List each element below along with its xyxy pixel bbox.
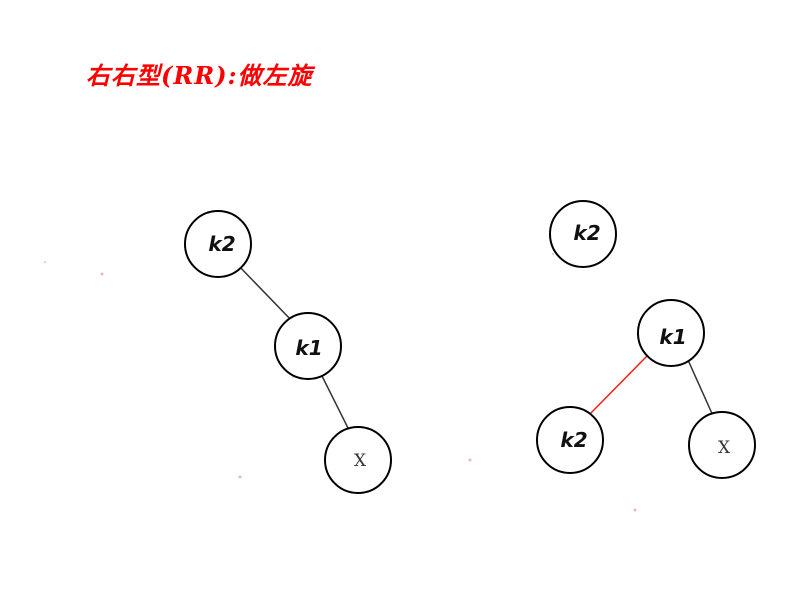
after-node-x: X [688, 411, 756, 479]
diagram-title: 右右型(RR):做左旋 [86, 61, 313, 90]
before-edge-k1-x [319, 371, 351, 433]
before-node-x-label: X [354, 451, 367, 471]
before-node-x: X [324, 426, 392, 494]
before-tree: k2 k1 X [184, 210, 392, 494]
after-node-k1: k1 [637, 299, 705, 367]
before-node-k2-label: k2 [208, 232, 235, 256]
after-node-k2-label: k2 [560, 428, 587, 452]
after-node-x-label: X [718, 438, 731, 458]
after-node-k2-ghost-label: k2 [573, 221, 600, 245]
after-node-k2: k2 [536, 406, 604, 474]
background-specks [44, 253, 637, 512]
after-tree: k2 k1 k2 X [536, 200, 756, 479]
before-node-k1: k1 [274, 312, 342, 380]
after-node-k2-ghost: k2 [549, 200, 617, 268]
after-edge-k1-x [687, 359, 715, 419]
before-edge-k2-k1 [235, 262, 294, 323]
before-node-k1-label: k1 [295, 336, 322, 360]
after-node-k1-label: k1 [659, 325, 686, 349]
before-node-k2: k2 [184, 210, 252, 278]
after-edge-k1-k2 [587, 354, 649, 417]
